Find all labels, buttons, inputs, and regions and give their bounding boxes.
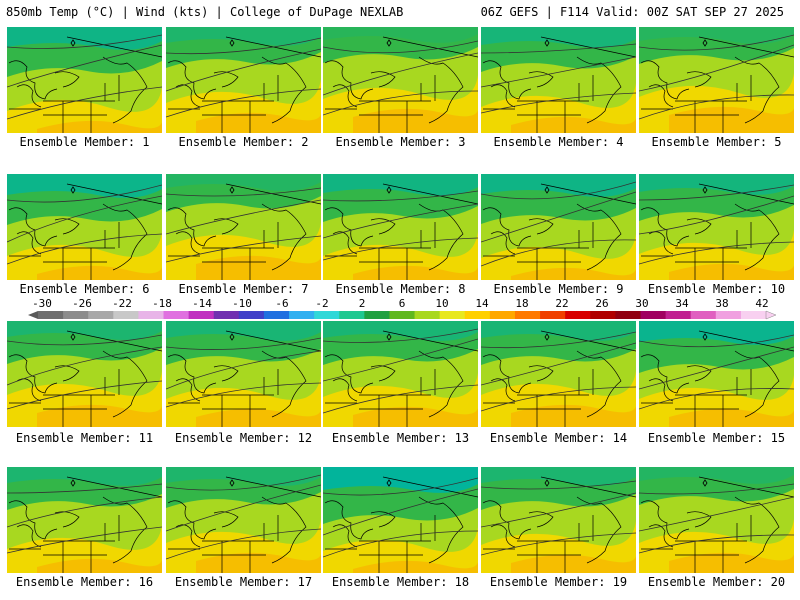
colorbar-tick-label: -14 [192, 297, 212, 310]
colorbar-tick-label: 38 [715, 297, 728, 310]
colorbar-tick-label: 18 [515, 297, 528, 310]
ensemble-member-caption: Ensemble Member: 17 [174, 575, 313, 589]
ensemble-map-17 [166, 467, 321, 573]
ensemble-member-caption: Ensemble Member: 12 [174, 431, 313, 445]
ensemble-member-caption: Ensemble Member: 8 [335, 282, 466, 296]
colorbar-swatch [238, 311, 265, 319]
colorbar-tick-label: -2 [315, 297, 328, 310]
ensemble-map-16 [7, 467, 162, 573]
colorbar-swatch [113, 311, 139, 319]
colorbar-tick-label: -22 [112, 297, 132, 310]
ensemble-member-caption: Ensemble Member: 19 [489, 575, 628, 589]
colorbar-tick-label: 30 [635, 297, 648, 310]
ensemble-member-caption: Ensemble Member: 9 [493, 282, 624, 296]
colorbar-swatch [540, 311, 566, 319]
colorbar-swatch [464, 311, 491, 319]
temperature-colorbar: -30 -26 -22 -18 -14 -10 -6 -2 2 6 10 14 18 22 26 30 34 38… [28, 297, 777, 320]
colorbar-tick-label: 26 [595, 297, 608, 310]
ensemble-map-11 [7, 321, 162, 427]
colorbar-swatch [314, 311, 340, 319]
colorbar-swatch [138, 311, 165, 319]
ensemble-member-caption: Ensemble Member: 10 [647, 282, 786, 296]
colorbar-swatch [339, 311, 365, 319]
colorbar-swatch [263, 311, 290, 319]
ensemble-member-caption: Ensemble Member: 6 [19, 282, 150, 296]
colorbar-swatch [514, 311, 541, 319]
colorbar-swatch [590, 311, 616, 319]
colorbar-tick-label: 34 [675, 297, 689, 310]
ensemble-map-2 [166, 27, 321, 133]
colorbar-swatch [389, 311, 416, 319]
ensemble-member-caption: Ensemble Member: 16 [15, 575, 154, 589]
ensemble-map-1 [7, 27, 162, 133]
ensemble-member-caption: Ensemble Member: 5 [651, 135, 782, 149]
ensemble-map-3 [323, 27, 478, 133]
colorbar-swatch [88, 311, 114, 319]
colorbar-left-arrow [28, 311, 38, 319]
ensemble-map-12 [166, 321, 321, 427]
ensemble-map-5 [639, 27, 794, 133]
ensemble-member-caption: Ensemble Member: 4 [493, 135, 624, 149]
colorbar-swatch [163, 311, 190, 319]
ensemble-map-8 [323, 174, 478, 280]
colorbar-tick-label: -6 [275, 297, 288, 310]
ensemble-map-4 [481, 27, 636, 133]
colorbar-swatch [38, 311, 64, 319]
colorbar-tick-label: 42 [755, 297, 768, 310]
colorbar-tick-label: -26 [72, 297, 92, 310]
ensemble-member-caption: Ensemble Member: 18 [331, 575, 470, 589]
header-title: 850mb Temp (°C) | Wind (kts) | College o… [6, 5, 404, 19]
ensemble-member-caption: Ensemble Member: 11 [15, 431, 154, 445]
ensemble-map-9 [481, 174, 636, 280]
ensemble-map-19 [481, 467, 636, 573]
colorbar-swatch [615, 311, 641, 319]
colorbar-tick-label: 10 [435, 297, 448, 310]
ensemble-map-10 [639, 174, 794, 280]
colorbar-swatch [414, 311, 441, 319]
ensemble-map-18 [323, 467, 478, 573]
ensemble-map-7 [166, 174, 321, 280]
ensemble-member-caption: Ensemble Member: 3 [335, 135, 466, 149]
ensemble-member-caption: Ensemble Member: 13 [331, 431, 470, 445]
colorbar-swatch [213, 311, 240, 319]
colorbar-swatch [489, 311, 516, 319]
colorbar-swatch [565, 311, 591, 319]
colorbar-swatch [188, 311, 215, 319]
colorbar-right-arrow [765, 310, 777, 320]
colorbar-swatch [63, 311, 89, 319]
ensemble-map-15 [639, 321, 794, 427]
colorbar-swatch [640, 311, 667, 319]
ensemble-map-14 [481, 321, 636, 427]
colorbar-swatch [665, 311, 692, 319]
ensemble-member-caption: Ensemble Member: 7 [178, 282, 309, 296]
colorbar-swatch [439, 311, 466, 319]
ensemble-map-13 [323, 321, 478, 427]
ensemble-member-caption: Ensemble Member: 14 [489, 431, 628, 445]
colorbar-swatch [690, 311, 717, 319]
ensemble-member-caption: Ensemble Member: 1 [19, 135, 150, 149]
header-run-info: 06Z GEFS | F114 Valid: 00Z SAT SEP 27 20… [480, 5, 784, 19]
colorbar-tick-label: 6 [399, 297, 406, 310]
colorbar-tick-label: -18 [152, 297, 172, 310]
colorbar-swatch [740, 311, 767, 319]
colorbar-tick-label: 14 [475, 297, 489, 310]
ensemble-member-caption: Ensemble Member: 2 [178, 135, 309, 149]
ensemble-map-6 [7, 174, 162, 280]
ensemble-map-20 [639, 467, 794, 573]
colorbar-tick-label: 22 [555, 297, 568, 310]
colorbar-swatch [715, 311, 742, 319]
colorbar-swatch [364, 311, 390, 319]
colorbar-tick-label: -30 [32, 297, 52, 310]
colorbar-tick-label: 2 [359, 297, 366, 310]
ensemble-member-caption: Ensemble Member: 15 [647, 431, 786, 445]
ensemble-member-caption: Ensemble Member: 20 [647, 575, 786, 589]
colorbar-tick-label: -10 [232, 297, 252, 310]
colorbar-swatch [289, 311, 315, 319]
